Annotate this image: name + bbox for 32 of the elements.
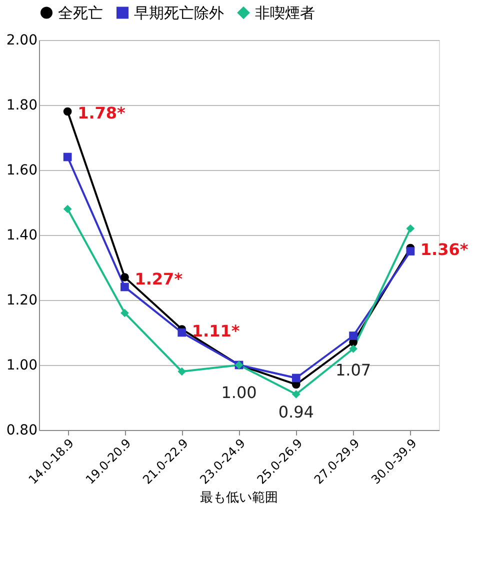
point <box>120 308 129 318</box>
point <box>292 374 300 382</box>
point <box>120 273 129 282</box>
y-tick-label: 1.40 <box>6 228 38 244</box>
y-tick-label: 1.60 <box>6 162 38 178</box>
point <box>120 282 129 292</box>
point <box>178 328 186 337</box>
annotation: 1.78* <box>78 104 126 122</box>
point <box>349 344 358 353</box>
point <box>292 390 300 398</box>
y-tick-label: 1.00 <box>6 358 38 374</box>
y-tick-label: 1.80 <box>6 98 38 114</box>
annotation: 1.36* <box>420 240 469 259</box>
text: 最も低い範囲 <box>200 490 278 506</box>
point <box>406 224 415 233</box>
annotation: 1.27* <box>134 269 184 288</box>
data-label: 0.94 <box>278 402 314 422</box>
point <box>63 204 72 214</box>
point <box>63 107 72 116</box>
data-label: 1.07 <box>335 360 372 380</box>
point <box>178 367 186 376</box>
legend-label: 全死亡 <box>58 4 103 22</box>
y-tick-label: 1.20 <box>6 292 38 308</box>
point <box>349 332 358 340</box>
data-label: 1.00 <box>221 383 257 402</box>
legend-label: 非喫煙者 <box>255 4 315 22</box>
y-tick-label: 2.00 <box>6 32 38 48</box>
point <box>406 247 415 256</box>
point <box>63 152 72 162</box>
legend-label: 早期死亡除外 <box>134 4 224 22</box>
y-tick-label: 0.80 <box>6 422 38 438</box>
annotation: 1.11* <box>192 321 240 340</box>
